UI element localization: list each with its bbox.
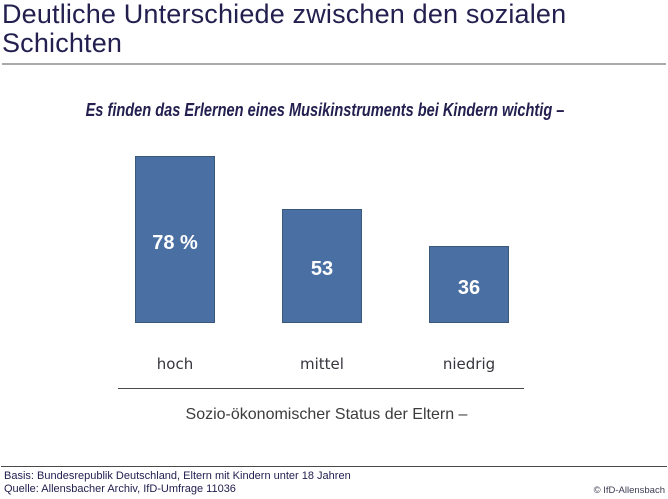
- footer-divider: [1, 466, 667, 467]
- bar-hoch: [135, 156, 215, 323]
- title-divider: [2, 63, 666, 65]
- slide-title: Deutliche Unterschiede zwischen den sozi…: [2, 0, 567, 58]
- category-label-hoch: hoch: [156, 355, 194, 373]
- bar-mittel: [282, 209, 362, 323]
- chart-subtitle: Es finden das Erlernen eines Musikinstru…: [85, 100, 565, 120]
- bar-niedrig: [429, 246, 509, 323]
- x-axis-caption: Sozio-ökonomischer Status der Eltern –: [185, 406, 468, 423]
- copyright-note: © IfD-Allensbach: [593, 485, 665, 496]
- footer-basis: Basis: Bundesrepublik Deutschland, Elter…: [4, 470, 351, 482]
- category-label-niedrig: niedrig: [442, 355, 496, 373]
- category-label-mittel: mittel: [300, 355, 344, 373]
- x-axis-line: [118, 388, 524, 389]
- bar-value-label: 36: [457, 277, 481, 299]
- bar-value-label: 53: [310, 258, 334, 280]
- bar-value-label: 78 %: [152, 232, 198, 254]
- footer-quelle: Quelle: Allensbacher Archiv, IfD-Umfrage…: [4, 483, 236, 495]
